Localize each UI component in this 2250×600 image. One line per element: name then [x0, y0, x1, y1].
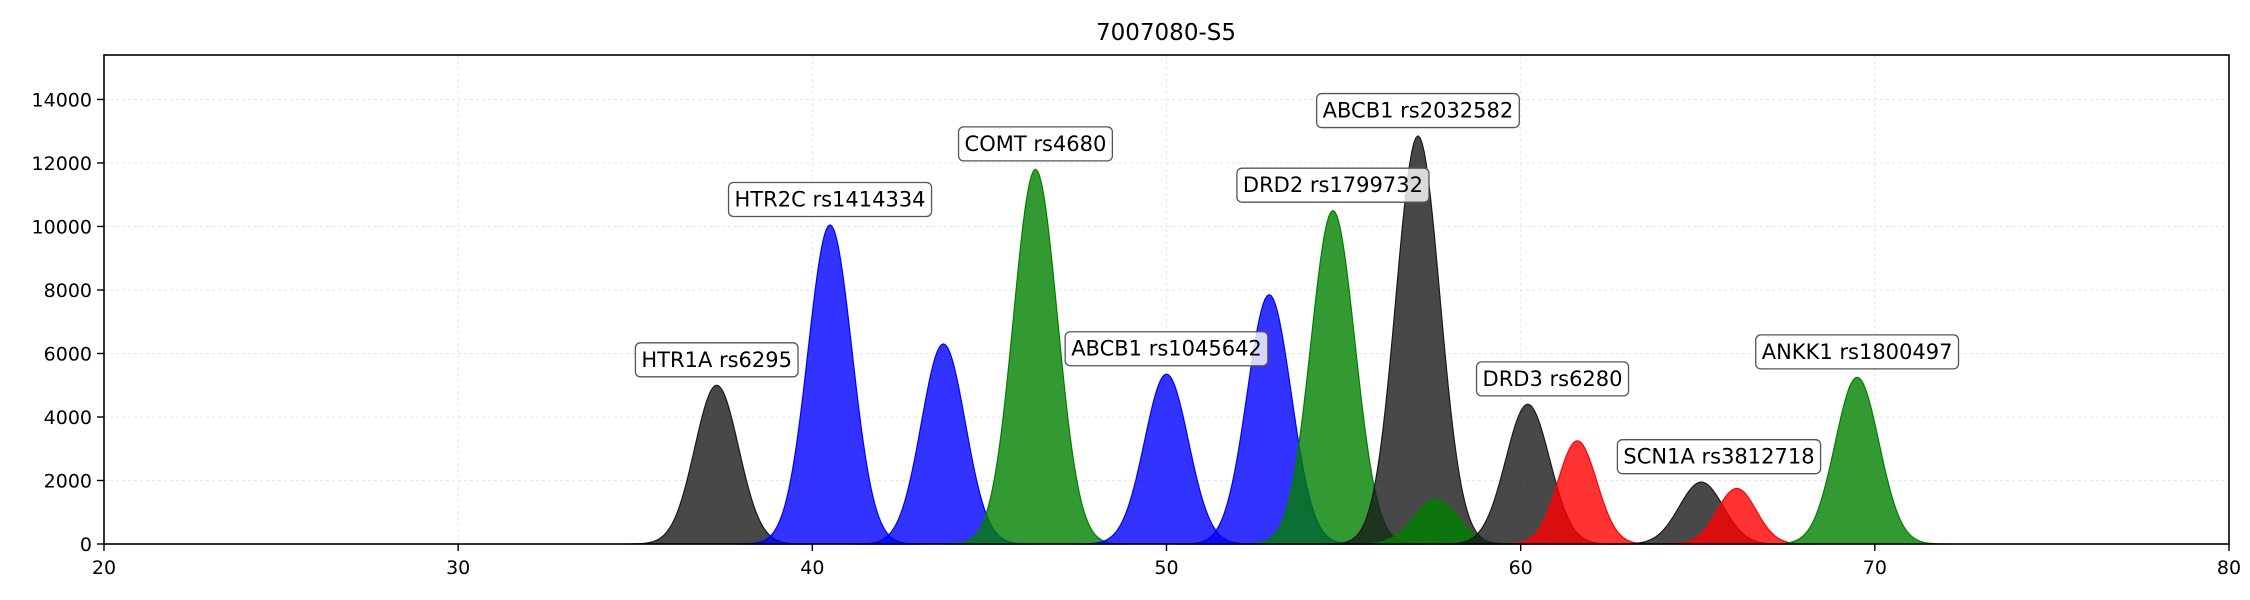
peak-label-box	[727, 181, 933, 218]
peak-label: HTR1A rs6295	[634, 342, 799, 378]
x-tick-label: 70	[1863, 557, 1887, 579]
peak-label-text: ABCB1 rs1045642	[1071, 337, 1262, 361]
peak-label-text: DRD2 rs1799732	[1243, 173, 1423, 197]
peak-label-box	[1755, 334, 1960, 370]
chart-title: 7007080-S5	[1096, 20, 1236, 46]
peak-label-text: SCN1A rs3812718	[1623, 445, 1814, 469]
x-tick-label: 20	[92, 557, 116, 579]
peak-label-text: COMT rs4680	[965, 132, 1107, 156]
peak-red	[1494, 440, 1660, 545]
peak-label-text: HTR2C rs1414334	[735, 187, 926, 211]
peak-areas	[623, 135, 1950, 545]
peak-label-box	[1616, 439, 1822, 475]
peak-label: ABCB1 rs1045642	[1064, 331, 1269, 367]
peak-green	[942, 168, 1129, 545]
peak-label: HTR2C rs1414334	[727, 181, 933, 218]
peak-label: DRD2 rs1799732	[1236, 167, 1430, 203]
y-tick-label: 14000	[32, 89, 92, 111]
peak-label-box	[1475, 361, 1630, 397]
peak-label: COMT rs4680	[957, 126, 1114, 162]
x-tick-label: 40	[800, 557, 824, 579]
y-tick-label: 8000	[44, 280, 92, 302]
axis-ticks: 20 30 40 50 60 70 80 0 2000 4000 6000 8000 10000 1200…	[32, 89, 2242, 579]
x-tick-label: 50	[1154, 557, 1178, 579]
y-tick-label: 6000	[44, 343, 92, 365]
peak-blue	[737, 224, 923, 545]
peak-label: SCN1A rs3812718	[1616, 439, 1822, 475]
peak-label-box	[634, 342, 799, 378]
peak-label-box	[1315, 92, 1520, 129]
peak-label-box	[1236, 167, 1430, 203]
y-tick-label: 12000	[32, 153, 92, 175]
peak-annotations: HTR1A rs6295 HTR2C rs1414334 COMT rs4680 AB…	[634, 92, 1960, 475]
peak-label-text: HTR1A rs6295	[641, 348, 792, 372]
peak-label-text: ANKK1 rs1800497	[1762, 340, 1953, 364]
y-tick-label: 2000	[44, 470, 92, 492]
x-tick-label: 30	[446, 557, 470, 579]
peak-label-box	[1064, 331, 1269, 367]
peak-label: ANKK1 rs1800497	[1755, 334, 1960, 370]
x-tick-label: 60	[1509, 557, 1533, 579]
y-tick-label: 0	[80, 534, 92, 556]
peak-label-text: DRD3 rs6280	[1483, 367, 1623, 391]
x-tick-label: 80	[2217, 557, 2241, 579]
peak-label: ABCB1 rs2032582	[1315, 92, 1520, 129]
y-tick-label: 10000	[32, 216, 92, 238]
y-tick-label: 4000	[44, 407, 92, 429]
peak-label: DRD3 rs6280	[1475, 361, 1630, 397]
peak-label-text: ABCB1 rs2032582	[1323, 99, 1514, 123]
peak-green	[1764, 376, 1950, 545]
peak-label-box	[957, 126, 1114, 162]
